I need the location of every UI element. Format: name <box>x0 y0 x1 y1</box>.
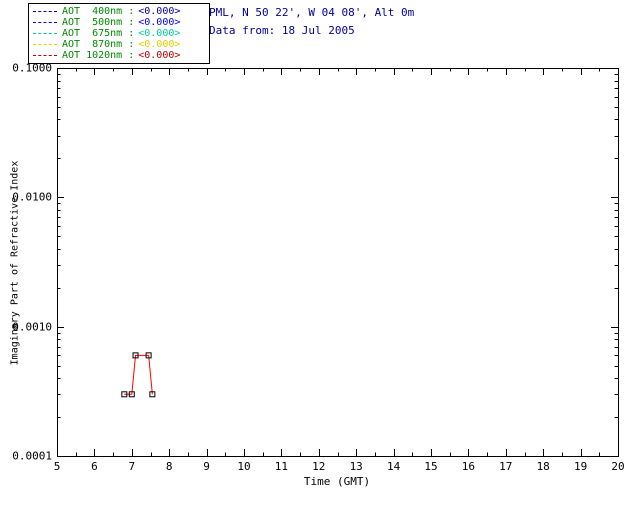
y-tick-label: 0.0010 <box>12 320 52 334</box>
legend-item-5: AOT 1020nm : <0.000> <box>33 50 205 61</box>
legend-item-value: <0.000> <box>138 17 181 28</box>
legend-line-swatch <box>33 33 57 34</box>
x-tick-label: 8 <box>165 460 173 473</box>
legend-item-label: AOT 400nm : <box>62 6 135 17</box>
x-tick-label: 10 <box>237 460 251 473</box>
x-tick-label: 6 <box>91 460 98 473</box>
x-tick-label: 7 <box>128 460 136 473</box>
legend-item-value: <0.000> <box>138 50 181 61</box>
x-tick-label: 16 <box>461 460 476 473</box>
data-point-marker <box>121 391 128 398</box>
legend-box: AOT 400nm : <0.000> AOT 500nm : <0.000> AOT … <box>28 3 210 64</box>
legend-item-label: AOT 500nm : <box>62 17 135 28</box>
x-tick-label: 11 <box>274 460 289 473</box>
legend-line-swatch <box>33 44 57 45</box>
y-tick-label: 0.0001 <box>12 449 52 463</box>
header-date: Data from: 18 Jul 2005 <box>209 24 355 37</box>
legend-item-value: <0.000> <box>138 39 181 50</box>
legend-item-2: AOT 500nm : <0.000> <box>33 17 205 28</box>
x-tick-label: 14 <box>386 460 401 473</box>
legend-item-4: AOT 870nm : <0.000> <box>33 39 205 50</box>
legend-item-value: <0.000> <box>138 6 181 17</box>
x-tick-label: 20 <box>611 460 625 473</box>
legend-item-label: AOT 1020nm : <box>62 50 135 61</box>
legend-item-value: <0.000> <box>138 28 181 39</box>
data-point-marker <box>128 391 135 398</box>
legend-line-swatch <box>33 11 57 12</box>
x-tick-label: 13 <box>349 460 363 473</box>
legend-item-1: AOT 400nm : <0.000> <box>33 6 205 17</box>
x-axis-title: Time (GMT) <box>303 475 371 488</box>
legend-item-label: AOT 870nm : <box>62 39 135 50</box>
header-location: PML, N 50 22', W 04 08', Alt 0m <box>209 6 415 19</box>
x-tick-label: 19 <box>573 460 588 473</box>
legend-item-3: AOT 675nm : <0.000> <box>33 28 205 39</box>
legend-line-swatch <box>33 55 57 56</box>
legend-line-swatch <box>33 22 57 23</box>
y-tick-label: 0.1000 <box>12 61 52 75</box>
x-tick-label: 12 <box>312 460 326 473</box>
y-tick-label: 0.0100 <box>12 190 52 204</box>
x-tick-label: 17 <box>499 460 513 473</box>
x-tick-label: 18 <box>536 460 550 473</box>
x-tick-label: 15 <box>424 460 438 473</box>
x-tick-label: 9 <box>203 460 210 473</box>
data-point-marker <box>149 391 156 398</box>
data-point-marker <box>145 352 152 359</box>
x-tick-label: 5 <box>53 460 61 473</box>
legend-item-label: AOT 675nm : <box>62 28 135 39</box>
data-point-marker <box>132 352 139 359</box>
